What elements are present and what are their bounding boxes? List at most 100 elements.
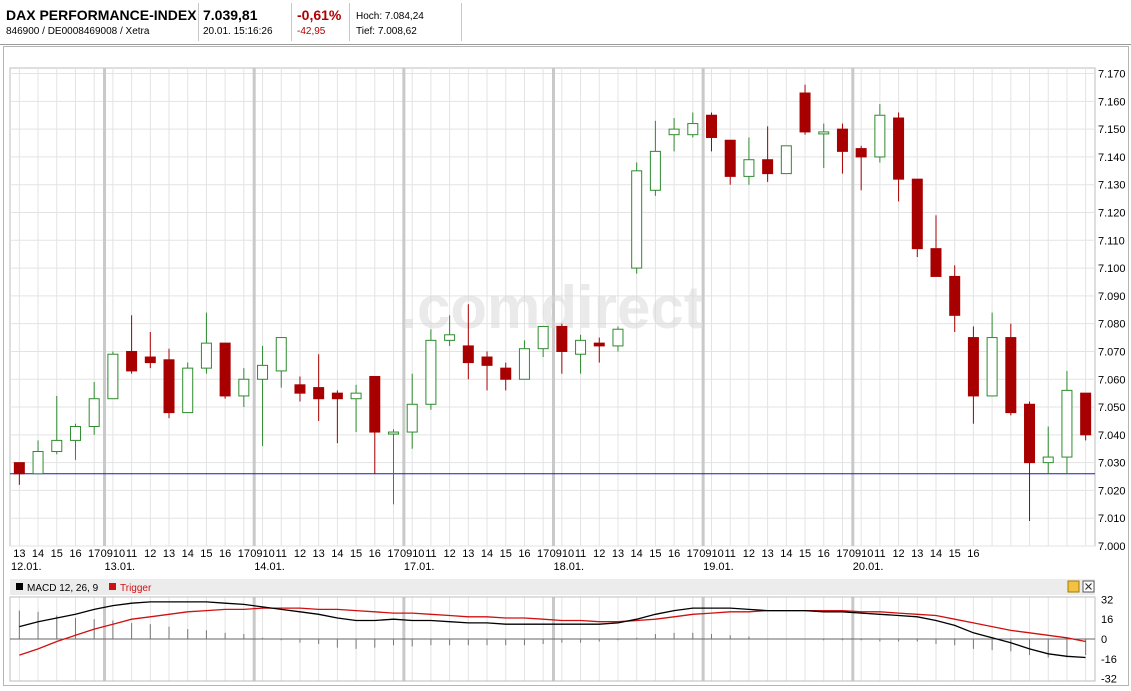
quote-header: DAX PERFORMANCE-INDEX 846900 / DE0008469… xyxy=(0,0,1131,42)
candle-body-up xyxy=(406,403,418,433)
candle-body-down xyxy=(706,114,718,138)
x-tick-label: 16 xyxy=(818,548,830,560)
y-tick-label: 7.090 xyxy=(1098,291,1126,303)
trigger-line xyxy=(19,607,1086,656)
candle-body-up xyxy=(649,150,661,191)
x-tick-label: 16 xyxy=(518,548,530,560)
macd-line xyxy=(19,601,1086,659)
x-tick-label: 13 xyxy=(612,548,624,560)
y-tick-label: 7.040 xyxy=(1098,430,1126,442)
y-tick-label: 7.050 xyxy=(1098,402,1126,414)
watermark-text: .comdirect xyxy=(400,274,703,341)
x-tick-label: 11 xyxy=(276,548,287,560)
x-tick-label: 14 xyxy=(182,548,194,560)
y-tick-label: 7.000 xyxy=(1098,541,1126,553)
date-label: 13.01. xyxy=(105,561,136,573)
candle-body-down xyxy=(762,159,774,175)
x-tick-label: 17 xyxy=(88,548,100,560)
x-tick-label: 13 xyxy=(313,548,325,560)
candle-body-down xyxy=(144,356,156,364)
x-tick-label: 0910 xyxy=(400,548,424,560)
x-tick-label: 11 xyxy=(575,548,586,560)
candle-body-down xyxy=(481,356,493,366)
x-tick-label: 13 xyxy=(911,548,923,560)
x-tick-label: 14 xyxy=(32,548,44,560)
header-rule xyxy=(0,44,1131,45)
candle-body-up xyxy=(182,367,194,414)
x-tick-label: 11 xyxy=(126,548,137,560)
candle-body-up xyxy=(275,337,287,372)
candle-body-down xyxy=(930,248,942,277)
candle-body-up xyxy=(575,339,587,355)
y-tick-label: 7.110 xyxy=(1098,235,1125,247)
candle-body-down xyxy=(500,367,512,380)
macd-panel: MACD 12, 26, 9 Trigger 32 16 0 -16 -32 xyxy=(9,579,1117,686)
y-tick-label: 7.030 xyxy=(1098,458,1126,470)
x-tick-label: 11 xyxy=(725,548,736,560)
candle-body-down xyxy=(126,350,138,372)
candle-body-down xyxy=(163,359,175,414)
macd-legend-bar xyxy=(10,579,1095,595)
x-tick-label: 17 xyxy=(537,548,549,560)
candle-body-up xyxy=(1061,389,1073,458)
x-tick-label: 16 xyxy=(967,548,979,560)
indicator-settings-icon[interactable] xyxy=(1067,580,1080,593)
x-tick-label: 11 xyxy=(874,548,885,560)
x-tick-label: 0910 xyxy=(101,548,125,560)
candle-body-up xyxy=(69,426,81,441)
x-tick-label: 12 xyxy=(892,548,904,560)
x-tick-label: 14 xyxy=(481,548,493,560)
x-tick-label: 17 xyxy=(836,548,848,560)
x-tick-label: 17 xyxy=(387,548,399,560)
candle-body-down xyxy=(893,117,905,180)
x-tick-label: 0910 xyxy=(250,548,274,560)
date-label: 20.01. xyxy=(853,561,884,573)
candle-body-up xyxy=(1042,456,1054,464)
x-tick-label: 0910 xyxy=(550,548,574,560)
candle-body-down xyxy=(855,148,867,158)
x-tick-label: 14 xyxy=(780,548,792,560)
candle-body-up xyxy=(88,398,100,427)
x-tick-label: 15 xyxy=(799,548,811,560)
trigger-legend-swatch xyxy=(109,583,116,590)
last-price: 7.039,81 xyxy=(203,7,258,23)
candle-body-up xyxy=(387,431,399,435)
macd-y-tick-label: 16 xyxy=(1101,614,1113,626)
macd-y-tick-label: 0 xyxy=(1101,634,1107,646)
instrument-cell: DAX PERFORMANCE-INDEX 846900 / DE0008469… xyxy=(6,0,197,42)
x-tick-label: 11 xyxy=(425,548,436,560)
candle-body-up xyxy=(200,342,212,369)
candle-body-up xyxy=(51,439,63,453)
y-tick-label: 7.010 xyxy=(1098,513,1126,525)
candle-body-up xyxy=(780,145,792,175)
candle-body-down xyxy=(331,392,343,400)
x-tick-label: 12 xyxy=(294,548,306,560)
candle-body-down xyxy=(967,337,979,397)
x-tick-label: 0910 xyxy=(699,548,723,560)
x-tick-label: 16 xyxy=(219,548,231,560)
header-divider xyxy=(198,3,199,41)
date-label: 12.01. xyxy=(11,561,42,573)
candle-body-up xyxy=(668,128,680,136)
x-tick-label: 14 xyxy=(331,548,343,560)
candle-body-down xyxy=(799,92,811,133)
y-tick-label: 7.060 xyxy=(1098,374,1126,386)
close-x-glyph xyxy=(1085,583,1092,590)
macd-legend-label: MACD 12, 26, 9 xyxy=(27,583,99,594)
x-tick-label: 12 xyxy=(593,548,605,560)
x-axis: 13 14 15 16 17 0910 11 12 13 14 15 16 17 0910 11 12 13 14… xyxy=(11,548,980,573)
candle-body-up xyxy=(986,337,998,397)
x-tick-label: 15 xyxy=(649,548,661,560)
quote-datetime: 20.01. 15:16:26 xyxy=(203,26,273,37)
candle-body-down xyxy=(556,325,568,352)
trigger-legend-label: Trigger xyxy=(120,583,152,594)
candle-body-up xyxy=(107,353,119,400)
y-tick-label: 7.170 xyxy=(1098,69,1126,81)
x-tick-label: 13 xyxy=(163,548,175,560)
day-low: Tief: 7.008,62 xyxy=(356,26,417,37)
macd-y-tick-label: 32 xyxy=(1101,594,1113,606)
y-tick-label: 7.020 xyxy=(1098,485,1126,497)
x-tick-label: 12 xyxy=(443,548,455,560)
candle-body-down xyxy=(294,384,306,394)
candle-body-up xyxy=(818,131,830,135)
